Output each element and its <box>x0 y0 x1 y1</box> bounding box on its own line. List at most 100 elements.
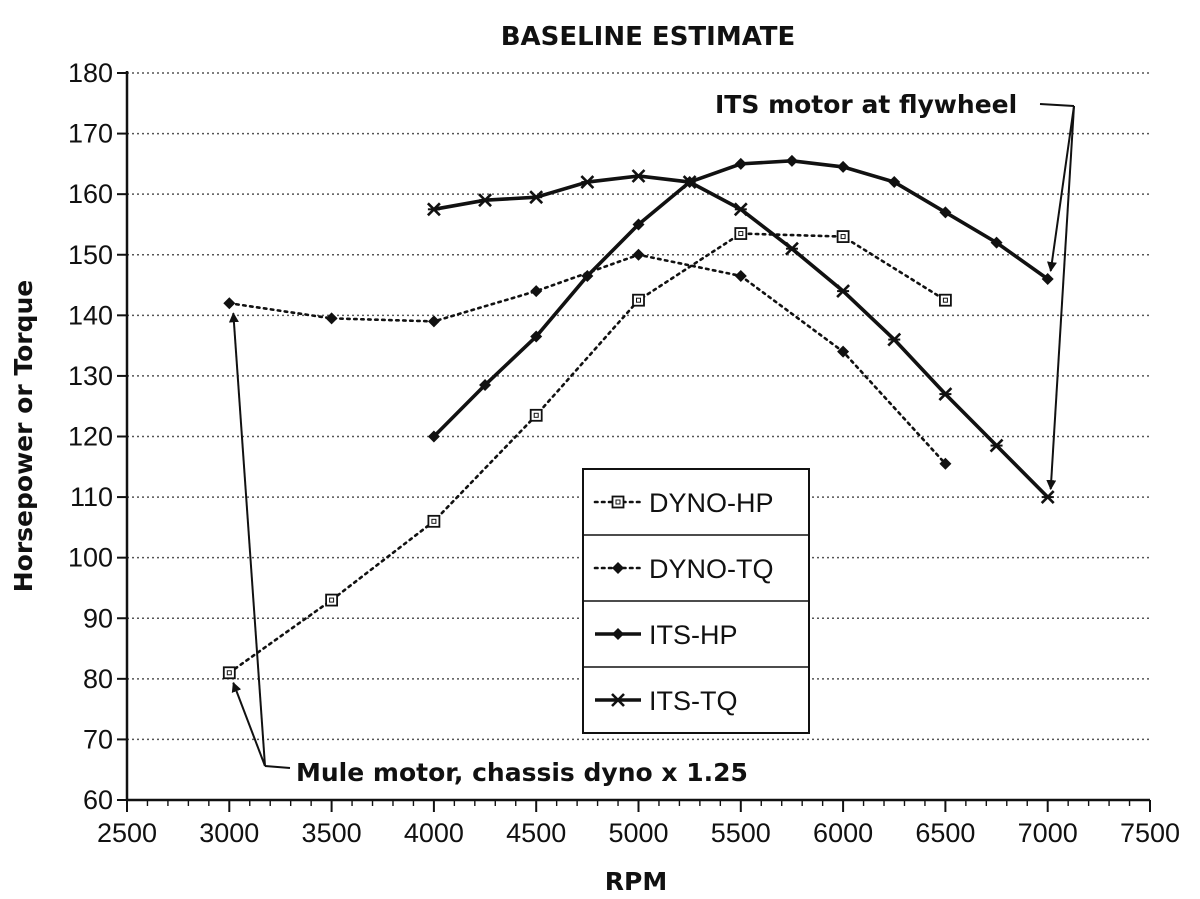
data-point <box>631 169 646 183</box>
y-tick-label: 80 <box>83 664 113 694</box>
data-point <box>580 175 595 189</box>
data-point <box>1041 272 1054 285</box>
data-point <box>530 285 543 298</box>
data-point <box>325 312 338 325</box>
data-point <box>427 514 441 528</box>
legend: DYNO-HP DYNO-TQ ITS-HP ITS-TQ <box>582 468 810 734</box>
data-point <box>938 387 953 402</box>
x-tick-label: 7500 <box>1120 818 1180 848</box>
annotation-leader <box>264 765 291 769</box>
series-line-dyno-hp <box>228 232 947 675</box>
data-point <box>836 230 850 243</box>
data-point <box>939 293 952 307</box>
data-point <box>939 206 952 219</box>
annotation-arrow <box>1046 105 1075 491</box>
series-its-tq <box>426 169 1055 505</box>
series-dyno-hp <box>222 227 952 680</box>
data-point <box>632 218 645 231</box>
data-point <box>682 175 697 189</box>
data-point <box>581 269 594 282</box>
legend-marker <box>612 562 624 574</box>
chart-title: BASELINE ESTIMATE <box>501 22 796 52</box>
data-point <box>939 457 952 470</box>
x-axis-label: RPM <box>605 867 667 896</box>
annotation-arrow <box>231 681 266 767</box>
annotation-mule-motor: Mule motor, chassis dyno x 1.25 <box>296 758 748 787</box>
data-point <box>222 666 236 680</box>
data-point <box>836 284 851 299</box>
y-tick-label: 90 <box>83 603 113 633</box>
legend-marker <box>611 495 625 509</box>
data-point <box>888 176 901 189</box>
data-point <box>733 202 748 217</box>
legend-item-its-tq: ITS-TQ <box>583 666 809 716</box>
data-point <box>529 408 543 422</box>
legend-label: ITS-HP <box>649 620 738 650</box>
annotation-leader <box>1039 103 1075 107</box>
annotation-its-flywheel: ITS motor at flywheel <box>715 90 1017 119</box>
annotations: ITS motor at flywheel Mule motor, chassis… <box>228 90 1075 787</box>
x-tick-labels: 2500 3000 3500 4000 4500 5000 5500 6000 6500 7000… <box>97 818 1180 848</box>
data-point <box>785 241 799 256</box>
data-point <box>325 593 339 607</box>
x-tick-label: 3500 <box>302 818 362 848</box>
data-point <box>529 190 544 205</box>
data-point <box>632 248 645 261</box>
data-point <box>990 236 1003 249</box>
annotation-arrow <box>228 312 266 767</box>
data-point <box>632 293 645 307</box>
y-axis-label: Horsepower or Torque <box>9 280 38 593</box>
data-point <box>887 332 902 347</box>
y-tick-label: 160 <box>68 179 113 209</box>
y-tick-label: 130 <box>68 361 113 391</box>
y-tick-label: 110 <box>70 482 113 512</box>
x-tick-label: 3000 <box>199 818 259 848</box>
data-point <box>1040 490 1055 505</box>
data-point <box>734 157 747 170</box>
data-point <box>426 202 441 217</box>
y-tick-label: 120 <box>68 422 113 452</box>
legend-label: DYNO-TQ <box>649 554 774 584</box>
data-point <box>734 269 747 282</box>
legend-label: DYNO-HP <box>649 488 774 518</box>
x-tick-label: 4000 <box>404 818 464 848</box>
data-point <box>837 160 850 173</box>
series-line-its-tq <box>433 174 1049 499</box>
legend-label: ITS-TQ <box>649 686 738 716</box>
y-tick-label: 70 <box>83 724 113 754</box>
y-tick-label: 180 <box>68 58 113 88</box>
legend-item-dyno-hp: DYNO-HP <box>593 488 774 518</box>
x-tick-label: 2500 <box>97 818 157 848</box>
y-tick-labels: 60 70 80 90 100 110 120 130 140 150 160 170 180 <box>68 58 113 815</box>
data-point <box>734 227 748 240</box>
data-point <box>785 154 798 167</box>
series-line-its-hp <box>432 159 1049 438</box>
data-point <box>479 379 492 392</box>
y-tick-label: 60 <box>83 785 113 815</box>
axes <box>117 71 1151 812</box>
series-group <box>222 154 1055 680</box>
x-tick-label: 4500 <box>506 818 566 848</box>
data-point <box>427 315 440 328</box>
annotation-arrow <box>1047 105 1075 272</box>
legend-item-its-hp: ITS-HP <box>583 600 809 650</box>
x-tick-label: 6500 <box>915 818 975 848</box>
y-tick-label: 150 <box>68 240 113 270</box>
legend-marker <box>611 693 625 707</box>
legend-marker <box>612 628 624 640</box>
data-point <box>223 297 236 310</box>
data-point <box>989 438 1004 453</box>
x-tick-label: 5000 <box>608 818 668 848</box>
x-tick-label: 7000 <box>1018 818 1078 848</box>
y-tick-label: 140 <box>68 300 113 330</box>
data-point <box>530 330 543 343</box>
data-point <box>427 430 440 443</box>
legend-item-dyno-tq: DYNO-TQ <box>583 534 809 584</box>
data-point <box>837 345 850 358</box>
y-tick-label: 100 <box>68 543 113 573</box>
x-tick-label: 6000 <box>813 818 873 848</box>
data-point <box>478 193 492 208</box>
y-tick-label: 170 <box>68 119 113 149</box>
x-tick-label: 5500 <box>711 818 771 848</box>
